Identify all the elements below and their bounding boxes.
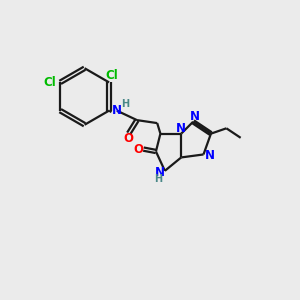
Text: H: H xyxy=(154,174,162,184)
Text: O: O xyxy=(133,142,143,156)
Text: H: H xyxy=(121,99,129,109)
Text: N: N xyxy=(154,167,164,179)
Text: N: N xyxy=(204,148,214,162)
Text: N: N xyxy=(190,110,200,123)
Text: Cl: Cl xyxy=(105,69,118,82)
Text: Cl: Cl xyxy=(44,76,56,89)
Text: N: N xyxy=(176,122,186,135)
Text: O: O xyxy=(124,132,134,146)
Text: N: N xyxy=(112,104,122,117)
